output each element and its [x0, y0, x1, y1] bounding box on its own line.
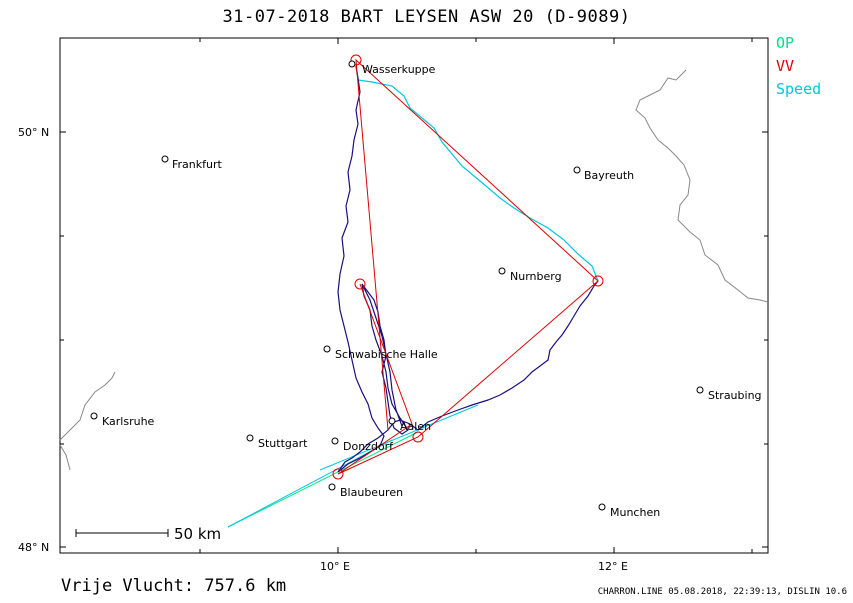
- legend-speed: Speed: [776, 80, 822, 98]
- town-label: Bayreuth: [584, 169, 634, 182]
- town-marker: [323, 345, 331, 353]
- lon-label-10: 10° E: [320, 560, 350, 573]
- flight-title: 31-07-2018 BART LEYSEN ASW 20 (D-9089): [222, 7, 631, 27]
- country-borders: [59, 69, 769, 471]
- town-label: Karlsruhe: [102, 415, 155, 428]
- turnpoints: [332, 54, 604, 480]
- town-marker: [90, 412, 98, 420]
- task-lines: [337, 58, 599, 475]
- town-marker: [388, 417, 396, 425]
- town-label: Schwabische Halle: [335, 348, 438, 361]
- town-marker: [348, 60, 356, 68]
- scale-bar: [75, 529, 169, 537]
- town-marker: [498, 267, 506, 275]
- town-marker: [598, 503, 606, 511]
- town-label: Munchen: [610, 506, 660, 519]
- town-marker: [161, 155, 169, 163]
- town-marker: [246, 434, 254, 442]
- map-frame: [59, 37, 769, 554]
- op-lines: [227, 404, 479, 528]
- town-label: Nurnberg: [510, 270, 562, 283]
- free-flight-distance: Vrije Vlucht: 757.6 km: [61, 576, 287, 596]
- town-label: Stuttgart: [258, 437, 308, 450]
- generator-info: CHARRON.LINE 05.08.2018, 22:39:13, DISLI…: [597, 587, 847, 597]
- town-marker: [328, 483, 336, 491]
- town-label: Aalen: [400, 420, 431, 433]
- town-label: Frankfurt: [172, 158, 222, 171]
- lat-label-48: 48° N: [18, 541, 49, 554]
- legend-vv: VV: [776, 57, 795, 75]
- speed-track: [355, 65, 599, 282]
- town-marker: [331, 437, 339, 445]
- lon-label-12: 12° E: [598, 560, 628, 573]
- town-label: Wasserkuppe: [362, 63, 436, 76]
- town-label: Donzdorf: [343, 440, 394, 453]
- flight-track: [337, 65, 599, 473]
- scale-label: 50 km: [174, 525, 221, 543]
- axis-ticks: [60, 38, 768, 553]
- town-marker: [573, 166, 581, 174]
- town-label: Straubing: [708, 389, 762, 402]
- legend-op: OP: [776, 34, 795, 52]
- lat-label-50: 50° N: [18, 126, 49, 139]
- town-label: Blaubeuren: [340, 486, 403, 499]
- town-marker: [696, 386, 704, 394]
